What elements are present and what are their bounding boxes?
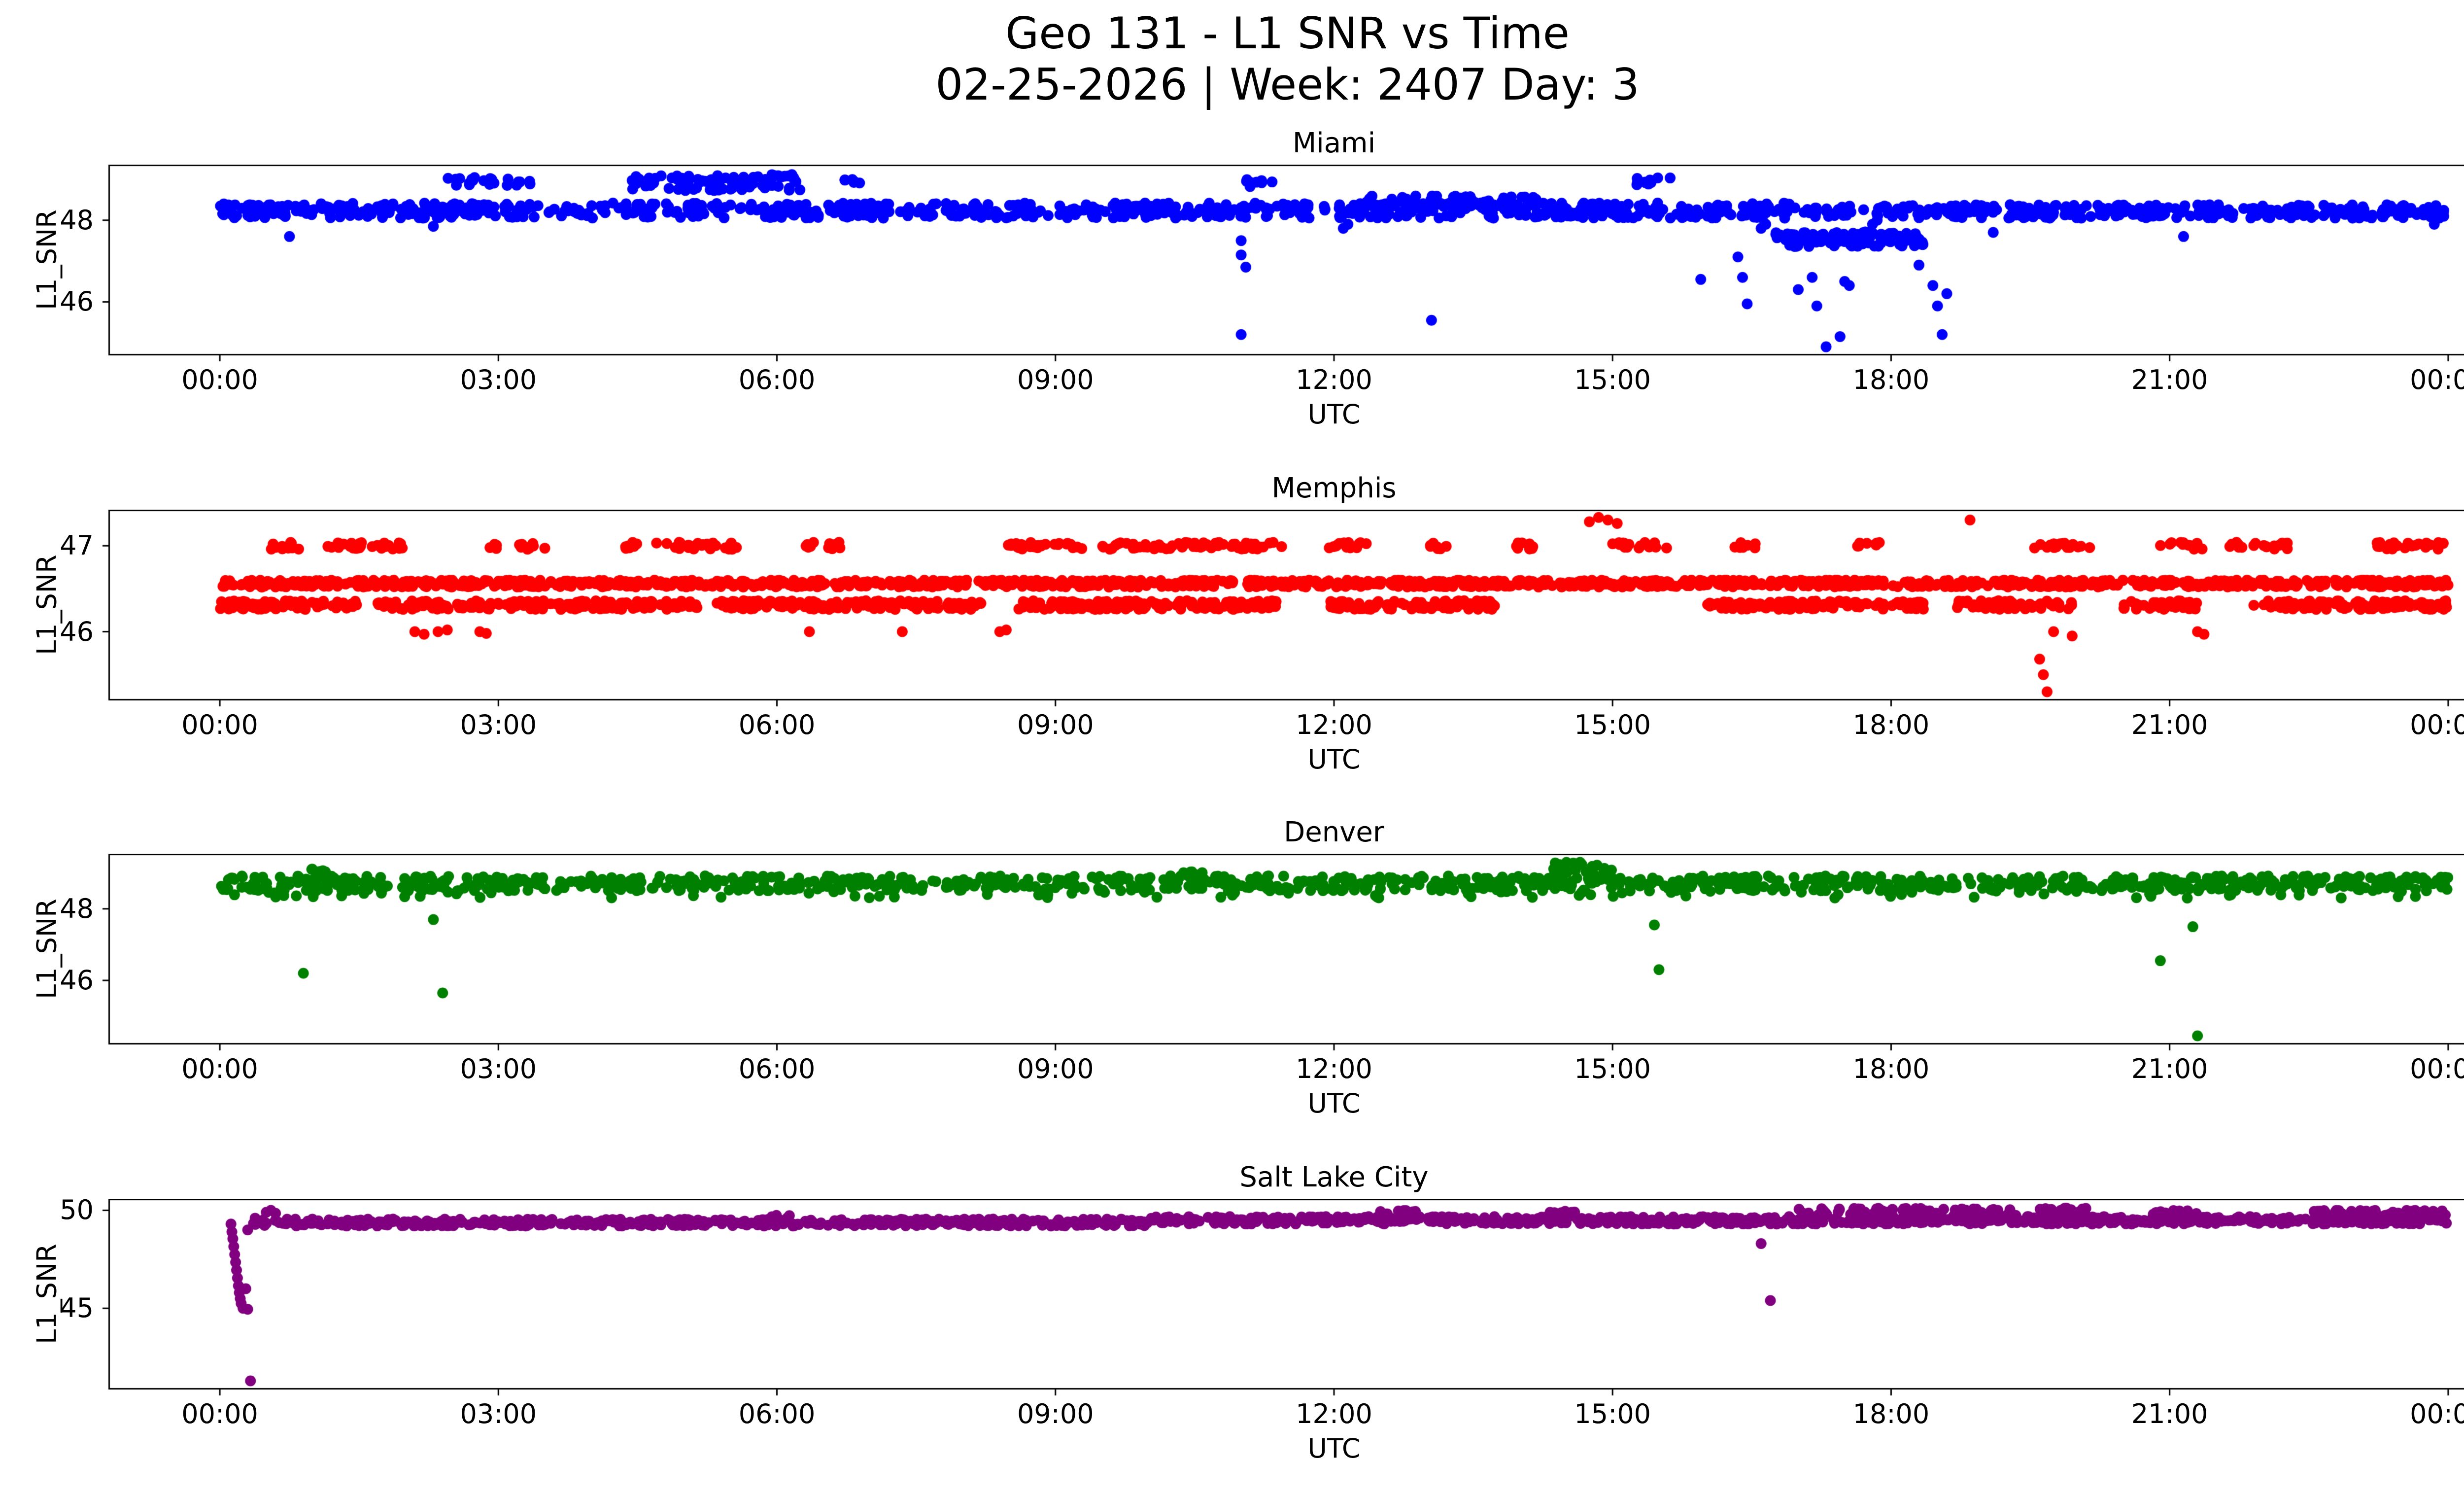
x-tick-label: 15:00 — [1574, 709, 1651, 740]
x-tick-label: 00:00 — [181, 709, 258, 740]
x-tick-label: 06:00 — [738, 1398, 816, 1429]
x-tick-label: 03:00 — [460, 709, 537, 740]
y-tick-label: 46 — [60, 286, 94, 317]
x-tick-label: 00:00 — [2410, 1053, 2464, 1084]
miami-plot-area — [101, 165, 2464, 363]
salt-lake-city-plot-area — [101, 1199, 2464, 1397]
x-tick-label: 00:00 — [2410, 709, 2464, 740]
x-axis-label-miami: UTC — [1307, 399, 1361, 430]
subplot-title-denver: Denver — [1284, 816, 1384, 848]
y-tick-label: 46 — [60, 616, 94, 647]
x-tick-label: 21:00 — [2131, 709, 2208, 740]
subplot-title-miami: Miami — [1292, 127, 1376, 159]
x-tick-label: 03:00 — [460, 1398, 537, 1429]
x-tick-label: 00:00 — [2410, 364, 2464, 395]
x-tick-label: 12:00 — [1296, 1398, 1372, 1429]
denver-plot-area — [101, 854, 2464, 1052]
x-tick-label: 18:00 — [1852, 1398, 1930, 1429]
x-tick-label: 18:00 — [1852, 364, 1930, 395]
x-tick-label: 06:00 — [738, 709, 816, 740]
figure-title: Geo 131 - L1 SNR vs Time — [1005, 8, 1570, 59]
x-tick-label: 00:00 — [2410, 1398, 2464, 1429]
subplot-title-salt-lake-city: Salt Lake City — [1239, 1161, 1429, 1193]
x-tick-label: 06:00 — [738, 1053, 816, 1084]
x-axis-label-salt-lake-city: UTC — [1307, 1433, 1361, 1464]
x-tick-label: 21:00 — [2131, 1398, 2208, 1429]
x-tick-label: 09:00 — [1017, 364, 1094, 395]
figure-subtitle: 02-25-2026 | Week: 2407 Day: 3 — [935, 59, 1640, 110]
x-tick-label: 12:00 — [1296, 364, 1372, 395]
y-tick-label: 50 — [60, 1194, 94, 1226]
y-tick-label: 48 — [60, 893, 94, 924]
y-tick-label: 46 — [60, 965, 94, 996]
x-tick-label: 21:00 — [2131, 364, 2208, 395]
memphis-plot-area — [101, 510, 2464, 708]
y-tick-label: 45 — [60, 1292, 94, 1324]
x-tick-label: 00:00 — [181, 1398, 258, 1429]
x-tick-label: 15:00 — [1574, 1053, 1651, 1084]
y-tick-label: 47 — [60, 530, 94, 561]
x-axis-label-memphis: UTC — [1307, 744, 1361, 775]
x-tick-label: 18:00 — [1852, 709, 1930, 740]
x-tick-label: 12:00 — [1296, 1053, 1372, 1084]
x-tick-label: 00:00 — [181, 364, 258, 395]
x-tick-label: 03:00 — [460, 364, 537, 395]
x-tick-label: 15:00 — [1574, 364, 1651, 395]
y-tick-label: 48 — [60, 204, 94, 236]
x-tick-label: 06:00 — [738, 364, 816, 395]
x-tick-label: 09:00 — [1017, 1053, 1094, 1084]
x-tick-label: 18:00 — [1852, 1053, 1930, 1084]
x-tick-label: 09:00 — [1017, 709, 1094, 740]
x-tick-label: 03:00 — [460, 1053, 537, 1084]
x-tick-label: 09:00 — [1017, 1398, 1094, 1429]
x-tick-label: 12:00 — [1296, 709, 1372, 740]
x-axis-label-denver: UTC — [1307, 1088, 1361, 1119]
subplot-title-memphis: Memphis — [1271, 472, 1397, 504]
x-tick-label: 21:00 — [2131, 1053, 2208, 1084]
x-tick-label: 00:00 — [181, 1053, 258, 1084]
x-tick-label: 15:00 — [1574, 1398, 1651, 1429]
